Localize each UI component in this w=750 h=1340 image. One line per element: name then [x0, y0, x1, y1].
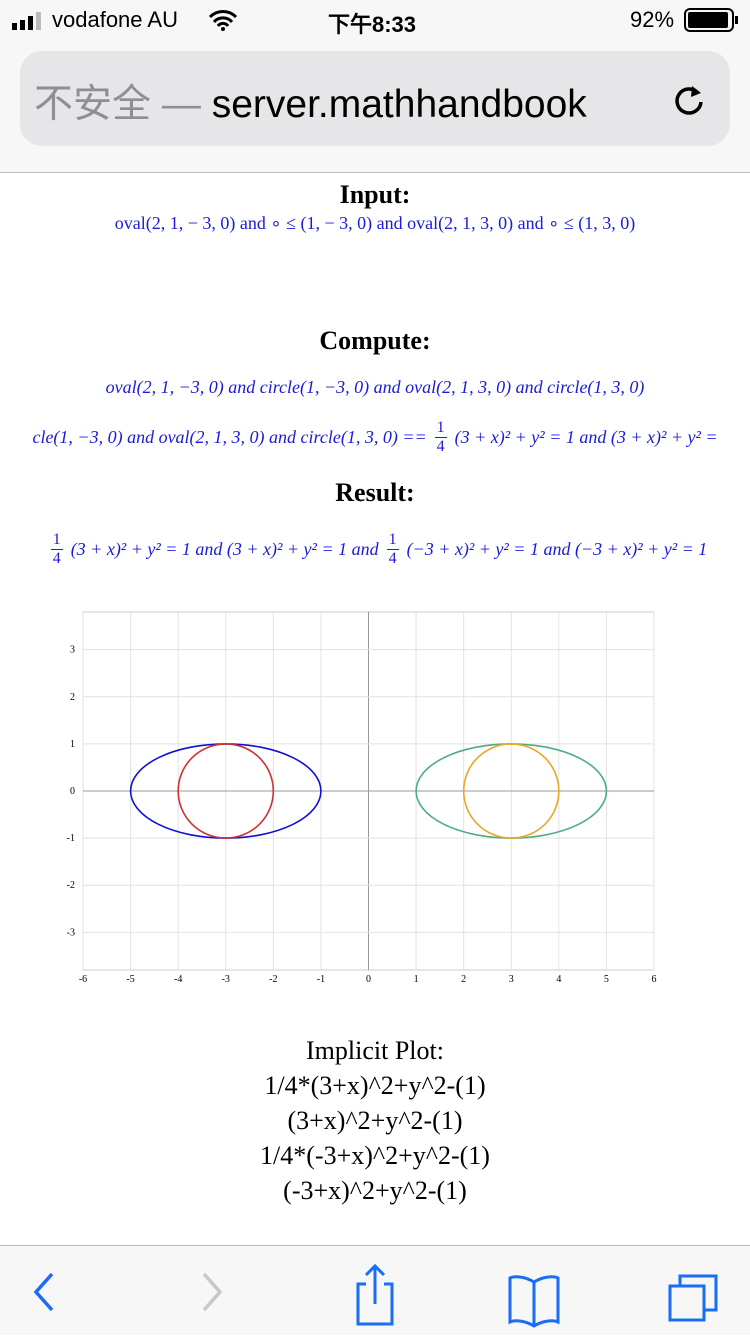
back-button[interactable] — [33, 1272, 54, 1312]
y-tick-label: -1 — [67, 833, 75, 844]
math-line: oval(2, 1, − 3, 0) and ∘ ≤ (1, − 3, 0) a… — [114, 212, 636, 233]
y-tick-label: -3 — [67, 927, 75, 938]
y-tick-label: 3 — [70, 645, 75, 656]
security-label: 不安全 — [34, 83, 152, 126]
math-text: cle(1, −3, 0) and oval(2, 1, 3, 0) and c… — [32, 426, 427, 447]
heading: Result: — [335, 478, 415, 507]
chart-title: Implicit Plot: — [306, 1036, 444, 1065]
x-tick-label: 4 — [556, 974, 561, 985]
x-tick-label: -5 — [126, 974, 134, 985]
x-tick-label: -2 — [269, 974, 277, 985]
curve — [177, 743, 275, 839]
math-line: 1 4 (3 + x)² + y² = 1 and (3 + x)² + y² = … — [0, 526, 750, 572]
browser-bar: 不安全 — server.mathhandbook — [0, 40, 750, 173]
math-text: (3 + x)² + y² = 1 and (3 + x)² + y² = — [454, 426, 718, 447]
math-text: (3 + x)² + y² = 1 and (3 + x)² + y² = 1 … — [70, 538, 379, 559]
curve — [462, 743, 560, 839]
clock: 下午8:33 — [328, 12, 417, 37]
x-tick-label: -4 — [174, 974, 182, 985]
heading: Compute: — [319, 326, 431, 355]
expression: 1/4*(3+x)^2+y^2-(1) — [264, 1071, 486, 1100]
x-tick-label: 2 — [461, 974, 466, 985]
x-tick-label: 3 — [509, 974, 514, 985]
heading: Input: — [339, 180, 411, 209]
domain: server.mathhandbook — [211, 83, 587, 126]
reload-button[interactable] — [672, 83, 706, 117]
forward-button[interactable] — [202, 1272, 223, 1312]
toolbar-icons — [33, 1263, 718, 1328]
toolbar — [0, 1245, 750, 1335]
numerator: 1 — [50, 530, 63, 550]
implicit-list: Implicit Plot: 1/4*(3+x)^2+y^2-(1) (3+x)^… — [0, 1033, 750, 1208]
battery-level: 92% — [630, 7, 675, 32]
battery-icon — [684, 8, 738, 32]
bookmarks-button[interactable] — [508, 1275, 560, 1328]
separator: — — [161, 83, 201, 126]
x-tick-label: 1 — [414, 974, 419, 985]
numerator: 1 — [434, 418, 447, 438]
x-tick-label: 0 — [366, 974, 371, 985]
y-tick-label: 0 — [70, 786, 75, 797]
x-tick-label: 6 — [652, 974, 657, 985]
denominator: 4 — [52, 549, 61, 567]
x-tick-label: -1 — [317, 974, 325, 985]
share-button[interactable] — [356, 1263, 394, 1326]
x-tick-label: -3 — [222, 974, 230, 985]
address-bar[interactable]: 不安全 — server.mathhandbook — [20, 51, 730, 146]
math-line: oval(2, 1, −3, 0) and circle(1, −3, 0) a… — [105, 376, 645, 397]
x-tick-label: 5 — [604, 974, 609, 985]
chart: -6 -5 -4 -3 -2 -1 0 1 2 3 4 5 6 -3 -2 -1 0 1 2 3 — [67, 611, 657, 985]
tabs-button[interactable] — [668, 1274, 718, 1322]
status-bar: vodafone AU 下午8:33 92% — [0, 0, 750, 40]
x-tick-label: -6 — [79, 974, 87, 985]
expression: (3+x)^2+y^2-(1) — [287, 1106, 463, 1135]
math-text: (−3 + x)² + y² = 1 and (−3 + x)² + y² = … — [406, 538, 708, 559]
denominator: 4 — [436, 437, 445, 455]
y-tick-label: 1 — [70, 739, 75, 750]
y-tick-label: -2 — [67, 880, 75, 891]
wifi-icon — [208, 10, 238, 31]
y-tick-label: 2 — [70, 692, 75, 703]
expression: 1/4*(-3+x)^2+y^2-(1) — [260, 1141, 490, 1170]
denominator: 4 — [388, 549, 397, 567]
numerator: 1 — [386, 530, 399, 550]
url: 不安全 — server.mathhandbook — [34, 73, 659, 129]
signal-icon — [12, 12, 41, 30]
carrier: vodafone AU — [52, 7, 178, 32]
expression: (-3+x)^2+y^2-(1) — [283, 1176, 467, 1205]
math-line: cle(1, −3, 0) and oval(2, 1, 3, 0) and c… — [0, 414, 750, 460]
